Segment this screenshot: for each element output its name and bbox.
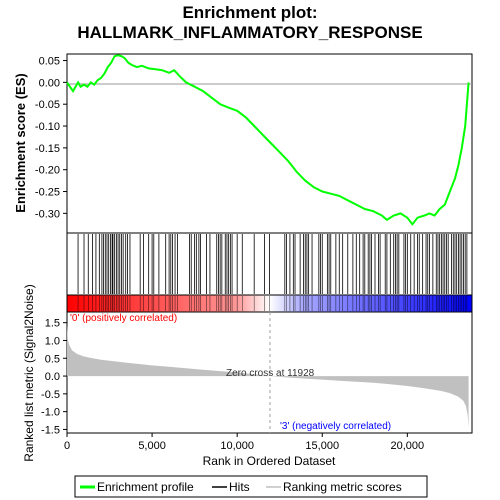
- es-panel: 0.05 0.00 -0.05 -0.10 -0.15 -0.20 -0.25 -0.30 E…: [13, 53, 473, 234]
- legend: Enrichment profile Hits Ranking metric s…: [74, 475, 428, 498]
- metric-y-axis-label: Ranked list metric (Signal2Noise): [22, 284, 36, 461]
- es-y-tick-label: -0.05: [35, 99, 60, 111]
- metric-y-tick-label: 0.0: [45, 371, 60, 383]
- es-y-tick-label: -0.20: [35, 165, 60, 177]
- metric-y-tick-label: -1.5: [41, 424, 60, 436]
- metric-y-axis: 1.5 1.0 0.5 0.0 -0.5 -1.0 -1.5: [41, 318, 67, 436]
- hits-marks: [77, 234, 468, 294]
- metric-x-axis: 0 5,000 10,000 15,000 20,000: [64, 433, 424, 452]
- es-y-tick-label: -0.25: [35, 187, 60, 199]
- metric-x-tick-label: 5,000: [138, 440, 166, 452]
- hits-panel: [66, 232, 473, 296]
- chart-title-line1: Enrichment plot:: [182, 3, 317, 22]
- legend-enrichment-label: Enrichment profile: [97, 480, 194, 494]
- metric-x-tick-label: 0: [64, 440, 70, 452]
- es-y-tick-label: 0.05: [39, 56, 60, 68]
- metric-y-tick-label: -1.0: [41, 407, 60, 419]
- metric-y-tick-label: 0.5: [45, 353, 60, 365]
- es-y-tick-label: -0.15: [35, 143, 60, 155]
- metric-x-tick-label: 15,000: [305, 440, 339, 452]
- legend-metric-label: Ranking metric scores: [283, 480, 402, 494]
- legend-box: [74, 475, 428, 498]
- es-plot-frame: [66, 53, 473, 234]
- metric-y-tick-label: 1.5: [45, 318, 60, 330]
- negative-correlated-label: '3' (negatively correlated): [280, 421, 391, 432]
- ranking-metric-area: [67, 324, 469, 428]
- metric-panel: 1.5 1.0 0.5 0.0 -0.5 -1.0 -1.5 0 5,000 10,000 15,…: [22, 284, 473, 468]
- es-y-tick-label: -0.10: [35, 121, 60, 133]
- legend-hits-label: Hits: [229, 480, 250, 494]
- metric-x-tick-label: 20,000: [391, 440, 425, 452]
- metric-y-tick-label: 1.0: [45, 335, 60, 347]
- chart-title-line2: HALLMARK_INFLAMMATORY_RESPONSE: [77, 23, 422, 42]
- metric-x-tick-label: 10,000: [220, 440, 254, 452]
- es-y-axis-label: Enrichment score (ES): [13, 73, 28, 212]
- zero-cross-annotation: Zero cross at 11928: [226, 368, 315, 379]
- es-y-tick-label: -0.30: [35, 208, 60, 220]
- enrichment-profile-line: [66, 54, 470, 226]
- metric-y-tick-label: -0.5: [41, 389, 60, 401]
- es-y-tick-label: 0.00: [39, 77, 60, 89]
- colorbar-hit-marks: [77, 296, 468, 311]
- metric-x-axis-label: Rank in Ordered Dataset: [203, 454, 336, 468]
- rank-colorbar: [66, 294, 473, 313]
- es-y-axis: 0.05 0.00 -0.05 -0.10 -0.15 -0.20 -0.25 -0.30: [35, 56, 67, 220]
- positive-correlated-label: '0' (positively correlated): [70, 313, 177, 324]
